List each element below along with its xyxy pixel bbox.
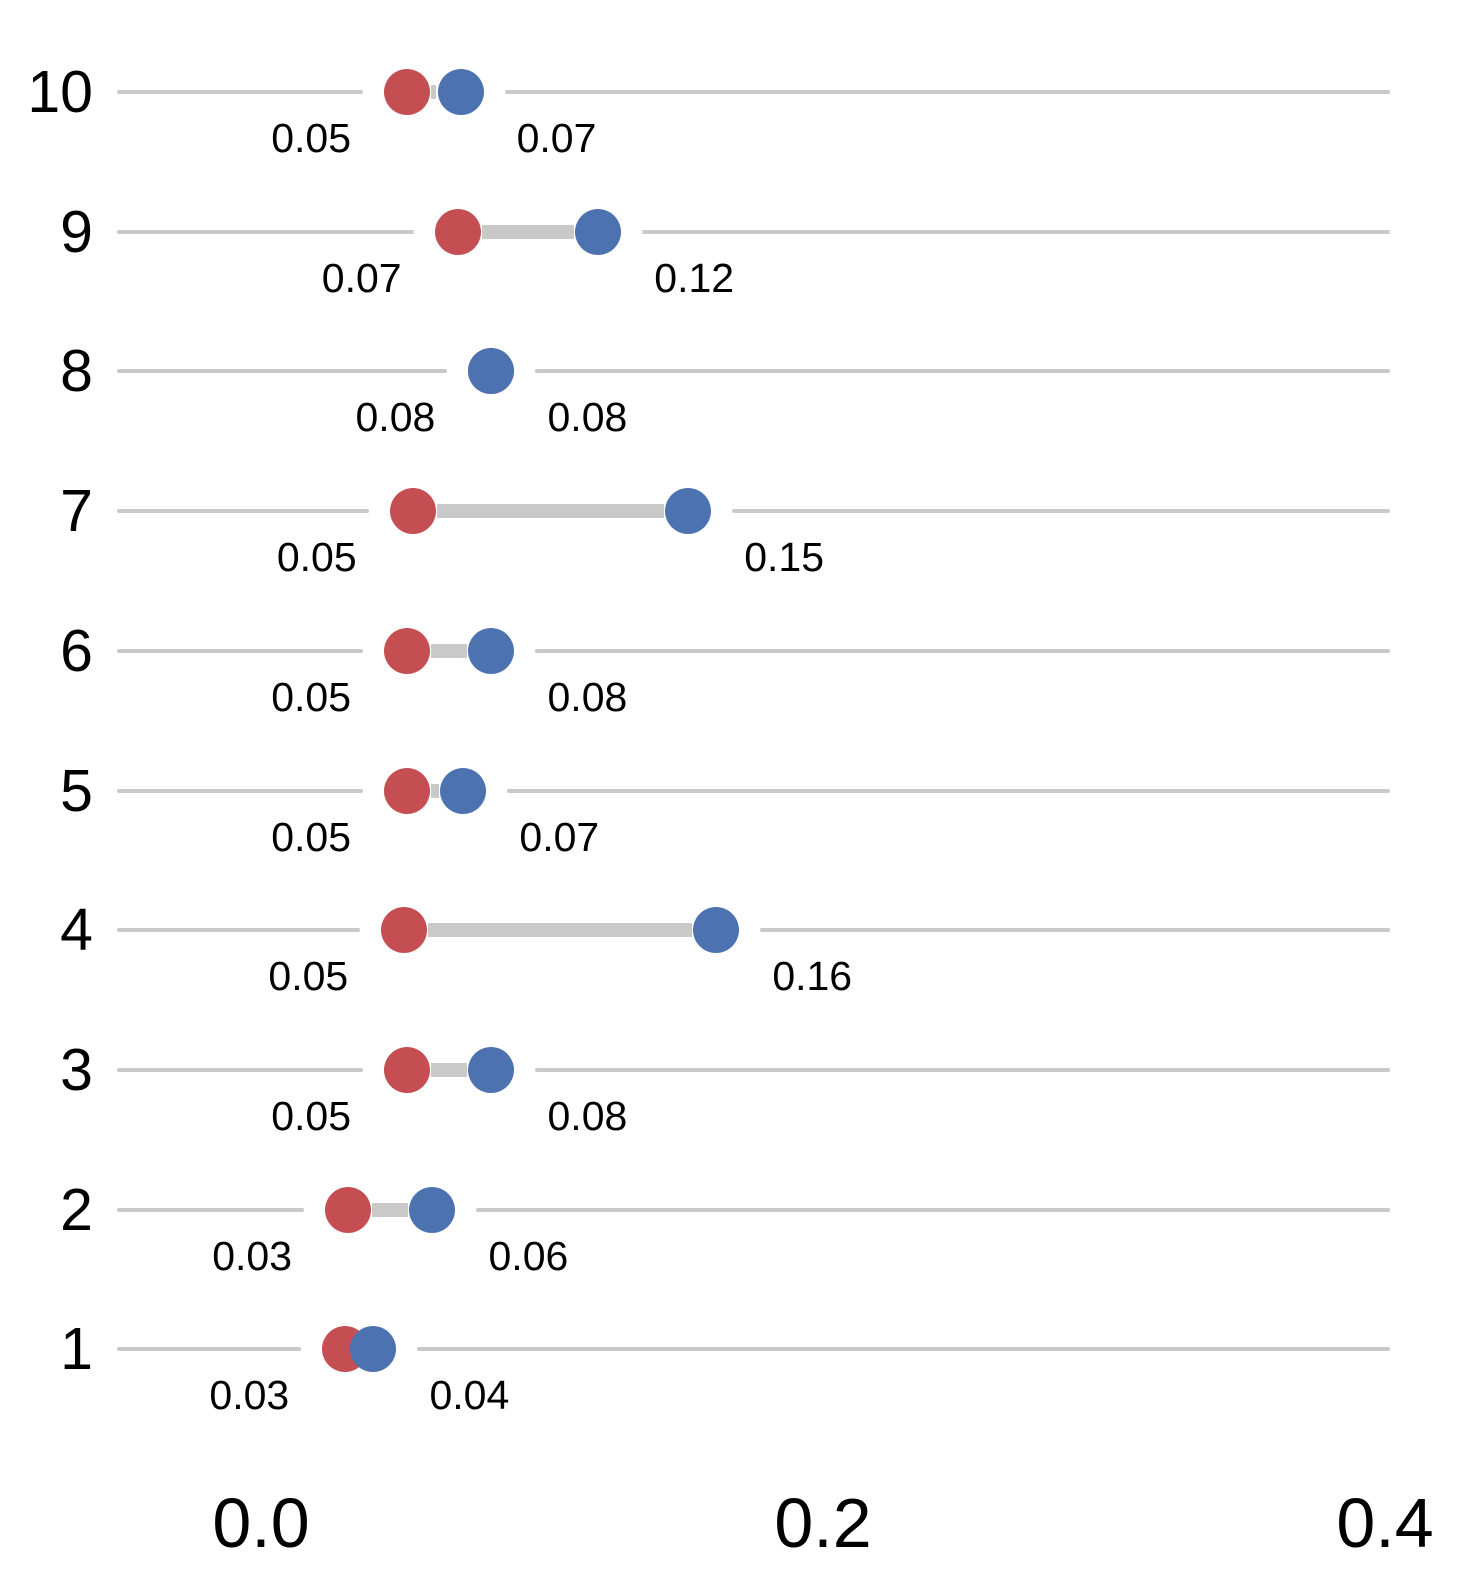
y-axis-label: 1: [60, 1316, 93, 1383]
blue-dot: [437, 69, 484, 115]
blue-dot: [665, 488, 712, 535]
dumbbell-connector: [431, 1062, 468, 1077]
row-baseline-right: [535, 648, 1390, 653]
y-axis-label: 10: [27, 59, 93, 125]
dumbbell-connector: [436, 504, 665, 519]
blue-value-label: 0.06: [488, 1232, 569, 1279]
red-value-label: 0.05: [271, 115, 352, 161]
row-baseline-left: [117, 229, 414, 234]
x-axis-tick-label: 0.0: [212, 1484, 310, 1562]
row-baseline-left: [117, 90, 364, 94]
dumbbell-connector: [431, 85, 437, 99]
blue-dot: [575, 208, 622, 255]
blue-value-label: 0.12: [654, 254, 735, 301]
blue-dot: [468, 1046, 515, 1093]
x-axis-tick-label: 0.4: [1336, 1484, 1434, 1562]
y-axis-label: 8: [60, 338, 93, 405]
y-axis-label: 7: [60, 478, 93, 545]
blue-value-label: 0.08: [547, 1092, 628, 1139]
blue-value-label: 0.04: [429, 1372, 510, 1419]
row-baseline-left: [117, 1207, 305, 1212]
row-baseline-right: [642, 229, 1390, 234]
blue-value-label: 0.16: [772, 953, 853, 1000]
row-baseline-left: [117, 509, 369, 514]
row-baseline-right: [504, 90, 1390, 94]
row-baseline-right: [535, 369, 1390, 374]
x-axis-tick-label: 0.2: [774, 1484, 872, 1562]
red-value-label: 0.05: [268, 953, 349, 1000]
blue-value-label: 0.08: [547, 673, 628, 720]
red-dot: [384, 767, 431, 814]
blue-value-label: 0.07: [519, 813, 600, 860]
red-value-label: 0.05: [271, 673, 352, 720]
dumbbell-connector: [481, 224, 575, 239]
row-baseline-left: [117, 788, 364, 793]
red-value-label: 0.05: [276, 534, 357, 581]
blue-dot: [350, 1326, 397, 1373]
blue-value-label: 0.08: [547, 394, 628, 441]
blue-dot: [693, 907, 740, 954]
blue-dot: [409, 1186, 456, 1233]
row-baseline-left: [117, 928, 361, 933]
row-baseline-right: [507, 788, 1390, 793]
y-axis-label: 5: [60, 757, 93, 824]
row-baseline-right: [417, 1347, 1390, 1352]
blue-value-label: 0.07: [516, 115, 597, 161]
row-baseline-left: [117, 369, 448, 374]
y-axis-label: 2: [60, 1176, 93, 1243]
red-dot: [384, 69, 431, 115]
row-baseline-right: [732, 509, 1390, 514]
y-axis-label: 6: [60, 617, 93, 684]
row-baseline-left: [117, 648, 364, 653]
dumbbell-connector: [431, 643, 468, 658]
blue-dot: [468, 627, 515, 674]
blue-value-label: 0.15: [744, 534, 825, 581]
dumbbell-connector: [431, 783, 440, 798]
blue-dot: [468, 348, 515, 395]
row-baseline-right: [535, 1067, 1390, 1072]
row-baseline-right: [476, 1207, 1390, 1212]
red-dot: [325, 1186, 372, 1233]
red-value-label: 0.05: [271, 813, 352, 860]
row-baseline-left: [117, 1067, 364, 1072]
red-value-label: 0.08: [355, 394, 436, 441]
red-dot: [384, 627, 431, 674]
y-axis-label: 3: [60, 1036, 93, 1103]
dumbbell-connector: [372, 1202, 409, 1217]
red-value-label: 0.03: [212, 1232, 293, 1279]
red-dot: [384, 1046, 431, 1093]
red-value-label: 0.03: [209, 1372, 290, 1419]
row-baseline-left: [117, 1347, 302, 1352]
row-baseline-right: [760, 928, 1390, 933]
blue-dot: [440, 767, 487, 814]
red-value-label: 0.07: [321, 254, 402, 301]
y-axis-label: 9: [60, 198, 93, 265]
red-dot: [389, 488, 436, 535]
y-axis-label: 4: [60, 897, 93, 964]
red-value-label: 0.05: [271, 1092, 352, 1139]
dumbbell-connector: [428, 923, 693, 938]
red-dot: [381, 907, 428, 954]
red-dot: [434, 208, 481, 255]
